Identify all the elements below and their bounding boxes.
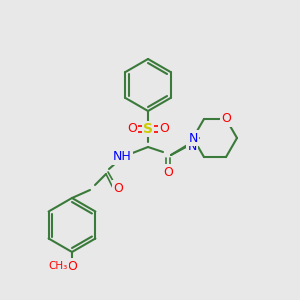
Text: S: S — [143, 122, 153, 136]
Text: CH₃: CH₃ — [48, 261, 68, 271]
Text: O: O — [127, 122, 137, 136]
Text: O: O — [163, 166, 173, 178]
Text: NH: NH — [112, 151, 131, 164]
Text: O: O — [221, 112, 231, 125]
Text: O: O — [159, 122, 169, 136]
Text: N: N — [188, 131, 198, 145]
Text: O: O — [67, 260, 77, 272]
Text: O: O — [113, 182, 123, 194]
Text: N: N — [187, 140, 197, 154]
